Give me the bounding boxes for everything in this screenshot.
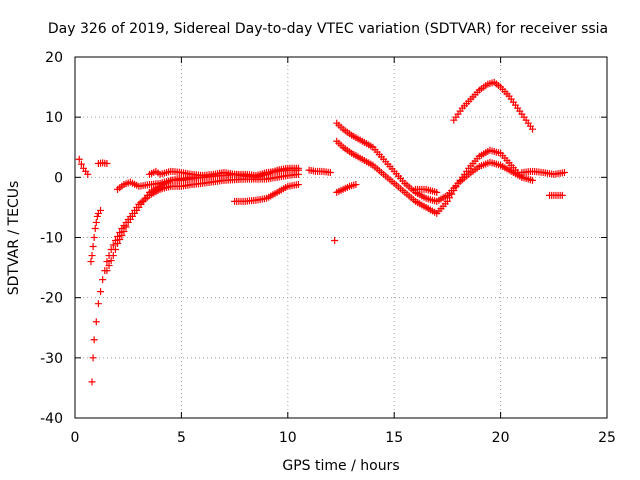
data-point — [331, 237, 339, 245]
data-point — [77, 160, 85, 168]
series-trace-a — [75, 155, 92, 178]
data-point — [443, 197, 451, 205]
series-trace-n — [411, 185, 441, 196]
data-point — [87, 258, 95, 266]
series-trace-h — [231, 181, 302, 205]
y-axis-label: SDTVAR / TECUs — [6, 181, 22, 296]
series-trace-o — [518, 167, 568, 178]
data-point — [105, 262, 113, 270]
data-point — [116, 236, 124, 244]
x-tick-label: 0 — [71, 430, 80, 446]
data-point — [88, 252, 96, 260]
x-axis-label: GPS time / hours — [282, 458, 399, 474]
data-point — [88, 378, 96, 386]
data-point — [118, 231, 126, 239]
x-tick-label: 20 — [492, 430, 510, 446]
data-point — [75, 155, 83, 163]
x-tick-label: 25 — [598, 430, 616, 446]
series-trace-p — [546, 191, 566, 199]
data-point — [103, 159, 111, 167]
data-point — [433, 188, 441, 196]
data-point — [294, 181, 302, 189]
data-point — [352, 181, 360, 189]
y-tick-label: 10 — [45, 110, 63, 126]
data-point — [529, 176, 537, 184]
data-point — [109, 241, 117, 249]
data-point — [99, 276, 107, 284]
axis-ticks: 0 5 10 15 20 25 -40 -30 -20 -10 0 10 20 — [40, 50, 616, 446]
x-tick-label: 5 — [177, 430, 186, 446]
series-trace-k — [333, 137, 537, 217]
data-point — [93, 212, 101, 220]
data-point — [558, 191, 566, 199]
data-point — [97, 206, 105, 214]
data-point — [111, 246, 119, 254]
data-point — [103, 258, 111, 266]
data-point — [294, 164, 302, 172]
data-point — [97, 288, 105, 296]
grid — [75, 57, 607, 418]
data-point — [452, 183, 460, 191]
y-tick-label: -20 — [40, 291, 63, 307]
data-point — [103, 267, 111, 275]
data-point — [89, 354, 97, 362]
data-marks — [75, 78, 568, 386]
series-trace-b — [94, 159, 111, 167]
series-trace-m — [333, 181, 360, 196]
data-point — [326, 169, 334, 177]
data-point — [560, 169, 568, 177]
y-tick-label: -40 — [40, 411, 63, 427]
data-point — [92, 218, 100, 226]
data-point — [122, 223, 130, 231]
y-tick-label: -10 — [40, 231, 63, 247]
y-tick-label: 0 — [54, 170, 63, 186]
data-point — [446, 194, 454, 202]
data-point — [92, 318, 100, 326]
data-point — [114, 240, 122, 248]
y-tick-label: -30 — [40, 351, 63, 367]
data-point — [448, 190, 456, 198]
data-point — [120, 227, 128, 235]
series-trace-q — [331, 237, 339, 245]
data-point — [529, 125, 537, 133]
chart-title: Day 326 of 2019, Sidereal Day-to-day VTE… — [48, 21, 608, 37]
data-point — [107, 257, 115, 265]
x-tick-label: 15 — [385, 430, 403, 446]
series-trace-i — [305, 166, 334, 177]
data-point — [90, 234, 98, 241]
data-point — [91, 224, 99, 232]
data-point — [450, 187, 458, 195]
data-point — [90, 336, 98, 344]
data-point — [89, 243, 97, 251]
data-point — [84, 170, 92, 178]
data-point — [94, 300, 102, 308]
series-trace-c — [87, 206, 105, 266]
x-tick-label: 10 — [279, 430, 297, 446]
series-trace-d — [88, 170, 302, 386]
y-tick-label: 20 — [45, 50, 63, 66]
series-trace-g — [145, 164, 302, 181]
series-trace-l — [450, 78, 537, 133]
data-point — [109, 252, 117, 260]
